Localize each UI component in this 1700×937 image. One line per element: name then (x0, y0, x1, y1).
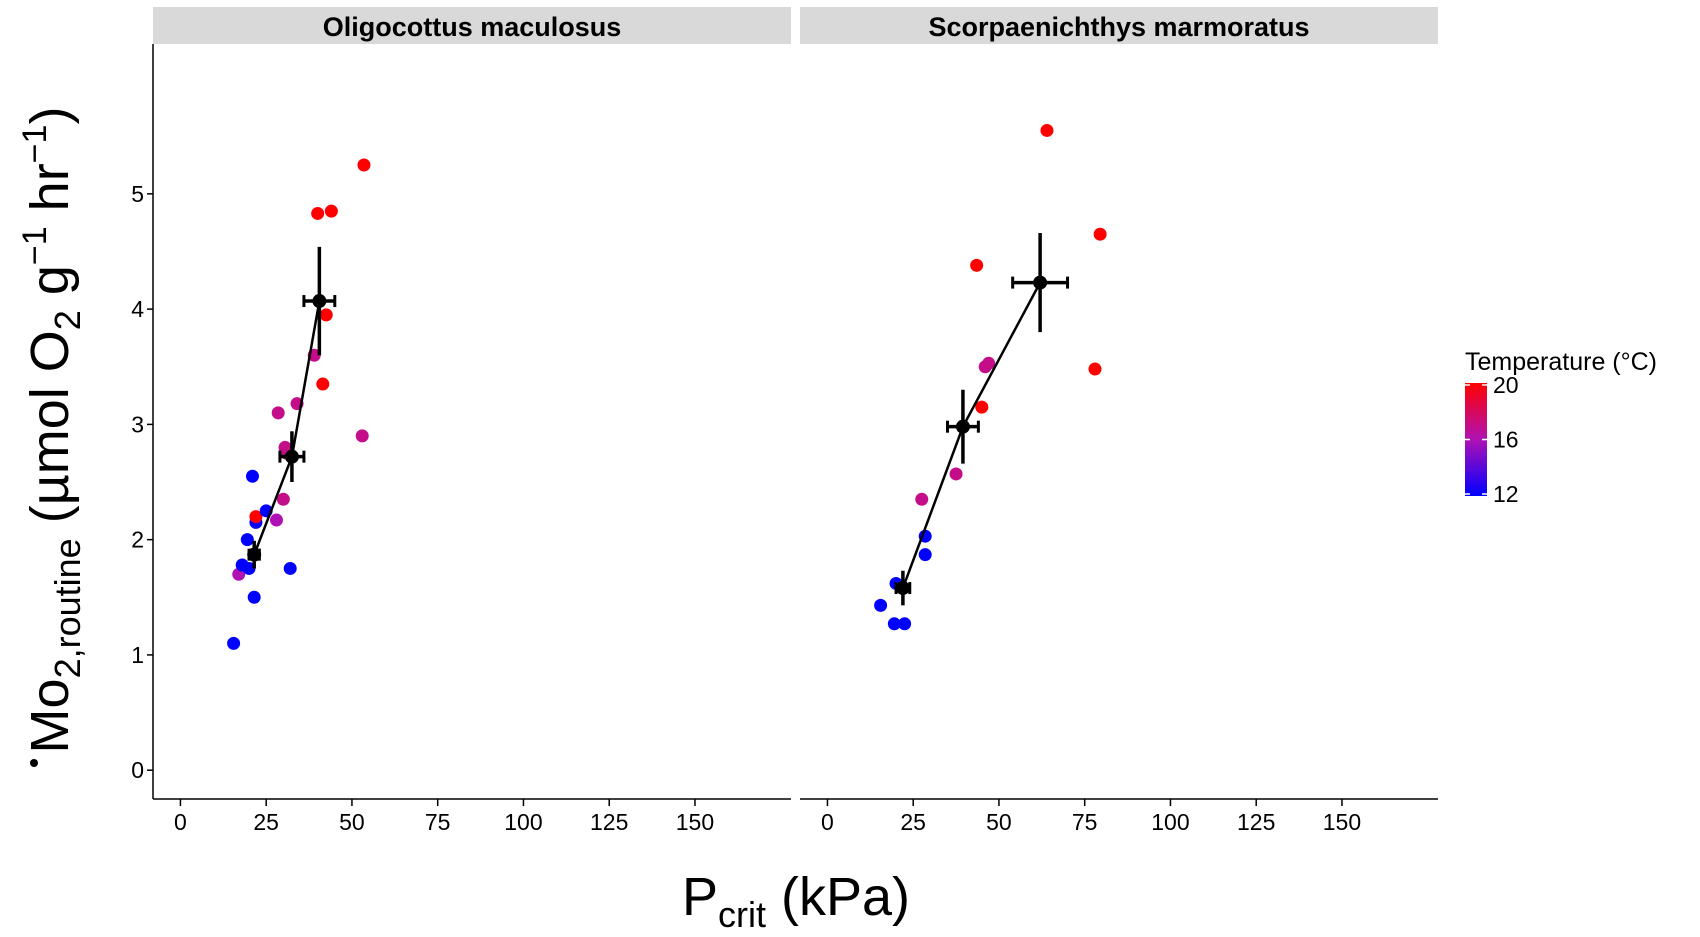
data-point (1040, 123, 1054, 137)
data-point (874, 598, 888, 612)
y-axis-title: Mo2,routine (µmol O2 g−1 hr−1) (16, 107, 88, 754)
data-point (887, 617, 901, 631)
data-point (269, 513, 283, 527)
y-title-dot-accent (30, 759, 38, 767)
y-tick-label: 0 (131, 757, 144, 783)
data-point (316, 377, 330, 391)
mean-point (284, 449, 299, 464)
panel-marks (874, 123, 1107, 631)
panel-strip-title: Oligocottus maculosus (323, 12, 622, 42)
x-tick-label: 50 (986, 809, 1012, 835)
legend-tick-label: 20 (1493, 372, 1519, 398)
panel-oligocottus: Oligocottus maculosus 0 25 50 75 100 125 150 0… (131, 7, 791, 835)
mean-point (312, 294, 327, 309)
y-tick-label: 2 (131, 527, 144, 553)
data-point (319, 308, 333, 322)
data-point (276, 492, 290, 506)
panel-marks (227, 158, 371, 650)
y-tick-label: 3 (131, 411, 144, 437)
legend-tick-label: 16 (1493, 427, 1519, 453)
data-point (355, 429, 369, 443)
mean-point (955, 419, 970, 434)
x-tick-label: 125 (1237, 809, 1275, 835)
panel-strip-background (800, 7, 1438, 44)
data-point (245, 469, 259, 483)
x-tick-label: 150 (1323, 809, 1361, 835)
data-point (982, 356, 996, 370)
x-tick-label: 0 (174, 809, 187, 835)
data-point (227, 636, 241, 650)
x-axis-ticks: 0 25 50 75 100 125 150 (821, 799, 1361, 835)
data-point (249, 510, 263, 524)
data-point (915, 492, 929, 506)
data-point (311, 206, 325, 220)
x-tick-label: 0 (821, 809, 834, 835)
legend-ticks: 20 16 12 (1465, 372, 1519, 507)
x-tick-label: 100 (504, 809, 542, 835)
data-point (357, 158, 371, 172)
x-tick-label: 100 (1151, 809, 1189, 835)
data-point (242, 561, 256, 575)
x-tick-label: 125 (590, 809, 628, 835)
legend: Temperature (°C) 20 16 12 (1465, 348, 1657, 507)
y-axis-ticks: 0 1 2 3 4 5 (131, 181, 153, 783)
x-tick-label: 75 (425, 809, 451, 835)
data-point (1088, 362, 1102, 376)
y-tick-label: 1 (131, 642, 144, 668)
mean-point (895, 581, 910, 596)
panel-scorpaenichthys: Scorpaenichthys marmoratus 0 25 50 75 100 125… (800, 7, 1438, 835)
data-point (324, 204, 338, 218)
data-point (271, 406, 285, 420)
legend-colorbar (1465, 383, 1487, 496)
panel-strip-background (153, 7, 791, 44)
data-point (949, 467, 963, 481)
panel-strip-title: Scorpaenichthys marmoratus (928, 12, 1309, 42)
mean-point (1033, 275, 1048, 290)
y-tick-label: 5 (131, 181, 144, 207)
data-point (898, 617, 912, 631)
y-tick-label: 4 (131, 296, 144, 322)
mean-point (247, 547, 262, 562)
x-axis-title: Pcrit (kPa) (682, 867, 910, 932)
data-point (247, 590, 261, 604)
data-point (918, 548, 932, 562)
data-point (1093, 227, 1107, 241)
x-tick-label: 25 (900, 809, 926, 835)
svg-text:Mo2,routine (µmol O2 g−1 hr−1): Mo2,routine (µmol O2 g−1 hr−1) (16, 107, 88, 754)
data-point (283, 561, 297, 575)
data-point (975, 400, 989, 414)
data-point (240, 533, 254, 547)
legend-tick-label: 12 (1493, 481, 1519, 507)
x-axis-ticks: 0 25 50 75 100 125 150 (174, 799, 714, 835)
legend-title: Temperature (°C) (1465, 348, 1657, 376)
x-tick-label: 25 (253, 809, 279, 835)
x-tick-label: 50 (339, 809, 365, 835)
x-tick-label: 75 (1072, 809, 1098, 835)
data-point (970, 258, 984, 272)
x-tick-label: 150 (676, 809, 714, 835)
